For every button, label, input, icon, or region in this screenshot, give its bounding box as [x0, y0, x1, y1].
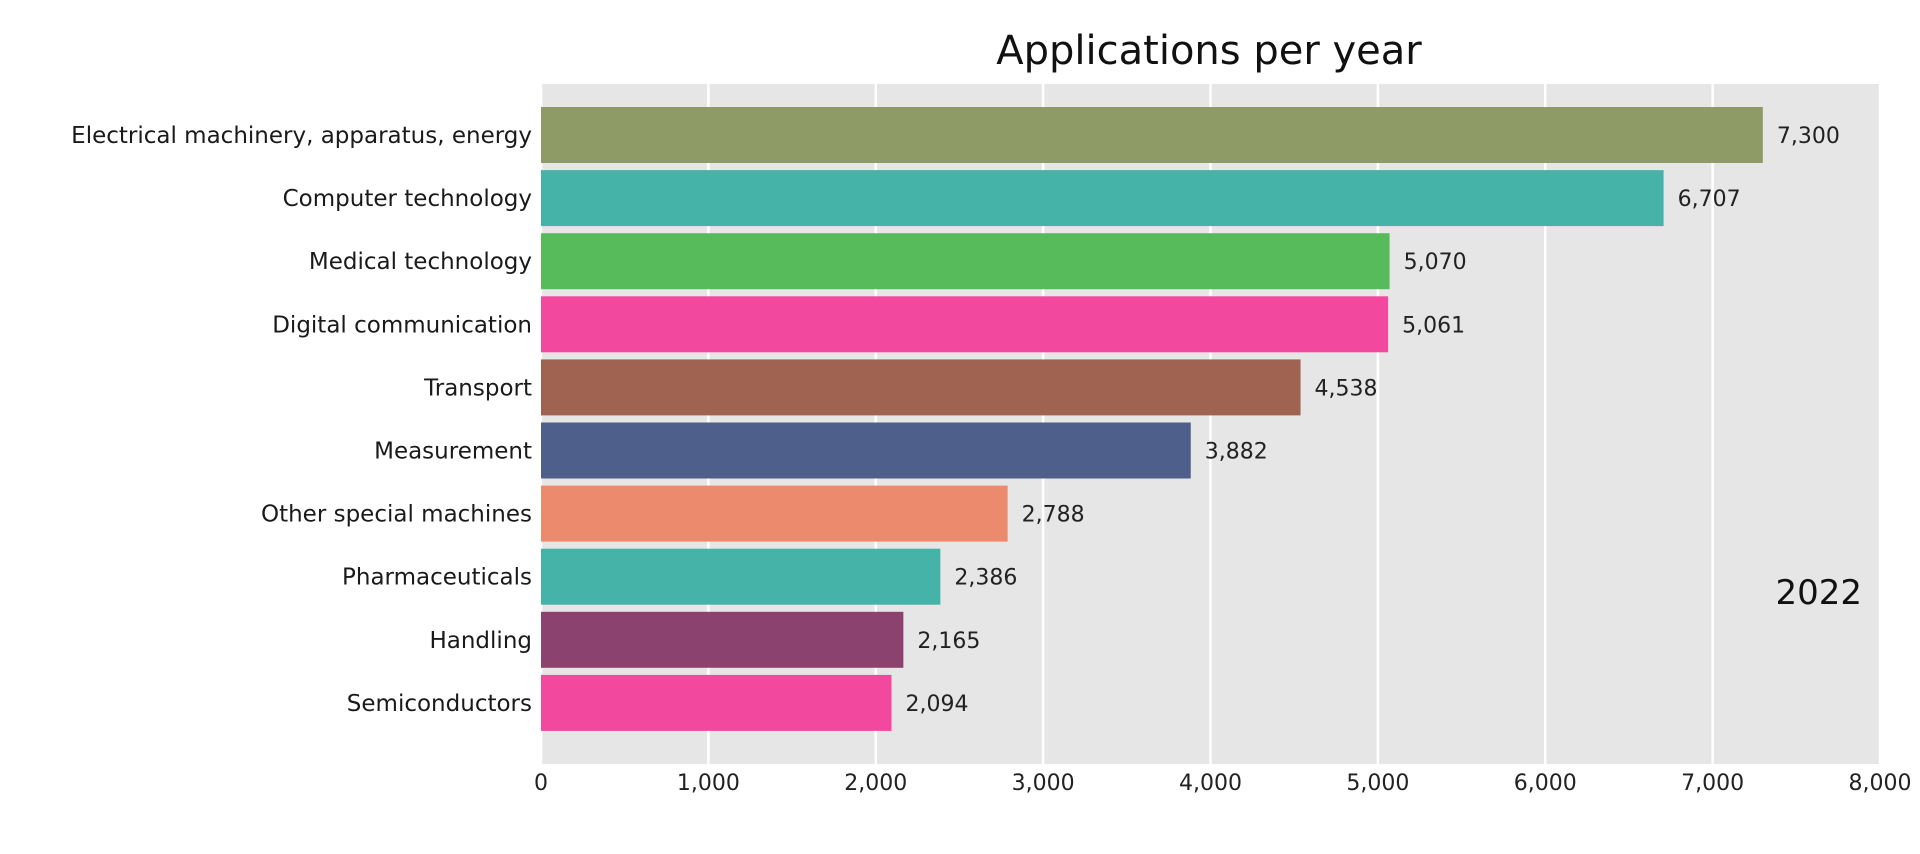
x-tick-label: 1,000: [677, 771, 740, 796]
category-label: Handling: [429, 628, 532, 654]
category-label: Transport: [423, 375, 532, 401]
bars: [541, 107, 1763, 731]
bar: [541, 674, 892, 731]
bar: [541, 548, 941, 605]
year-label: 2022: [1775, 573, 1862, 613]
bar-value-label: 2,788: [1022, 503, 1085, 528]
x-tick-label: 6,000: [1514, 771, 1577, 796]
bar-value-label: 6,707: [1678, 187, 1741, 212]
category-label: Measurement: [374, 439, 532, 465]
x-tick-label: 4,000: [1179, 771, 1242, 796]
bar: [541, 107, 1763, 163]
chart-title: Applications per year: [996, 28, 1422, 74]
x-tick-label: 8,000: [1849, 771, 1912, 796]
bar: [541, 485, 1008, 542]
bar: [541, 611, 904, 668]
bar-value-label: 5,061: [1402, 313, 1465, 338]
bar-value-label: 4,538: [1315, 376, 1378, 401]
bar: [541, 170, 1664, 227]
category-label: Semiconductors: [347, 691, 532, 717]
x-tick-label: 2,000: [844, 771, 907, 796]
bar: [541, 422, 1191, 479]
bar-value-label: 2,094: [905, 692, 968, 717]
x-tick-label: 0: [534, 771, 548, 796]
bar: [541, 359, 1301, 416]
category-label: Medical technology: [309, 249, 532, 275]
category-labels: Electrical machinery, apparatus, energy C…: [71, 123, 532, 717]
bar-value-label: 3,882: [1205, 440, 1268, 465]
category-label: Pharmaceuticals: [342, 565, 532, 591]
value-labels: 7,300 6,707 5,070 5,061 4,538 3,882 2,788 2,386…: [905, 124, 1839, 717]
bar-value-label: 2,165: [917, 629, 980, 654]
x-tick-label: 7,000: [1681, 771, 1744, 796]
bar-value-label: 5,070: [1404, 250, 1467, 275]
x-axis-ticks: 0 1,000 2,000 3,000 4,000 5,000 6,000 7,000 8,00…: [534, 771, 1911, 796]
x-tick-label: 3,000: [1012, 771, 1075, 796]
category-label: Computer technology: [283, 186, 532, 212]
category-label: Digital communication: [272, 312, 532, 338]
x-tick-label: 5,000: [1346, 771, 1409, 796]
bar-value-label: 7,300: [1777, 124, 1840, 149]
bar: [541, 233, 1390, 290]
bar: [541, 296, 1389, 353]
bar-value-label: 2,386: [954, 566, 1017, 591]
category-label: Electrical machinery, apparatus, energy: [71, 123, 532, 149]
category-label: Other special machines: [261, 502, 532, 528]
